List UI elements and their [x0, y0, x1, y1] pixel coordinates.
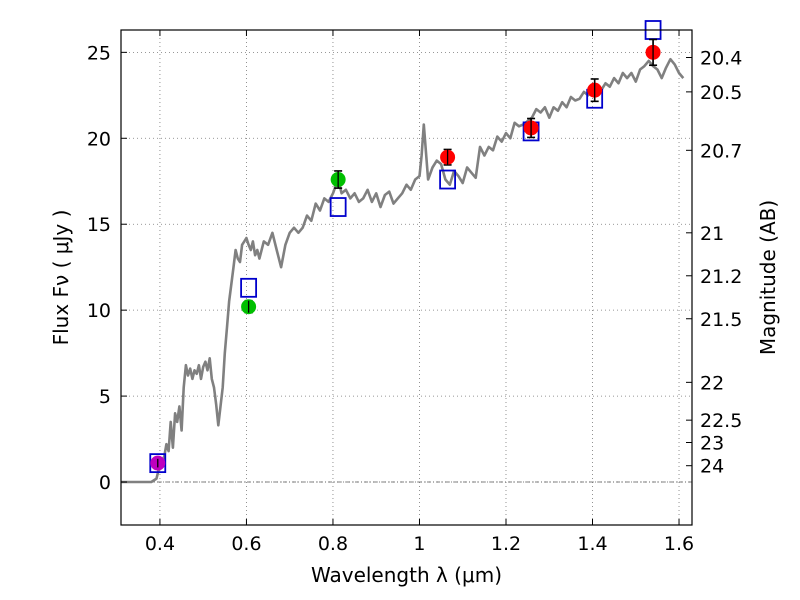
y2-tick-label: 21 [700, 223, 724, 245]
y2-tick-label: 24 [700, 456, 724, 478]
y2-axis-label: Magnitude (AB) [756, 200, 780, 355]
y-tick-label: 15 [87, 214, 111, 236]
y2-tick-label: 22.5 [700, 410, 742, 432]
model-photometry [149, 20, 662, 474]
grid [121, 30, 692, 525]
model-photometry-point [240, 277, 258, 298]
x-tick-label: 0.8 [318, 533, 348, 555]
y-tick-label: 0 [99, 472, 111, 494]
plot-frame [120, 29, 693, 526]
y2-tick-label: 20.7 [700, 140, 742, 162]
spectrum-line [121, 57, 685, 484]
x-axis: 0.4 0.6 0.8 1 1.2 1.4 1.6 [145, 30, 694, 555]
y-axis: 0 5 10 15 20 25 [87, 42, 127, 494]
model-photometry-point [329, 197, 347, 217]
x-axis-label: Wavelength λ (μm) [311, 563, 502, 587]
y-tick-label: 25 [87, 42, 111, 64]
y2-tick-label: 21.2 [700, 266, 742, 288]
y-axis-label: Flux Fν ( μJy ) [49, 210, 73, 346]
model-spectrum [121, 57, 685, 484]
y2-tick-label: 20.4 [700, 48, 742, 70]
y-tick-label: 20 [87, 128, 111, 150]
y2-tick-label: 21.5 [700, 309, 742, 331]
x-tick-label: 1.4 [577, 533, 607, 555]
y2-tick-label: 22 [700, 372, 724, 394]
x-tick-label: 1.2 [491, 533, 521, 555]
y2-tick-label: 23 [700, 433, 724, 455]
x-tick-label: 0.6 [231, 533, 261, 555]
observed-photometry [150, 38, 661, 471]
x-tick-label: 1 [413, 533, 425, 555]
y-tick-label: 10 [87, 300, 111, 322]
y-tick-label: 5 [99, 386, 111, 408]
x-tick-label: 0.4 [145, 533, 175, 555]
model-photometry-point [439, 169, 456, 190]
y2-tick-label: 20.5 [700, 82, 742, 104]
x-tick-label: 1.6 [664, 533, 694, 555]
